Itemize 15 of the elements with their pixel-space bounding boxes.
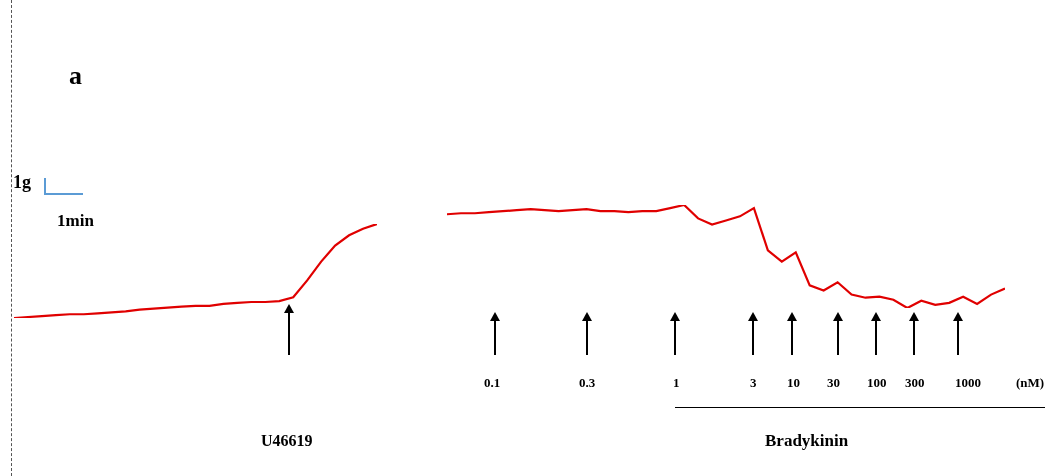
text: 0.3 xyxy=(579,375,596,390)
text: 100 xyxy=(867,375,887,390)
text: Bradykinin xyxy=(765,431,849,450)
text: 0.1 xyxy=(484,375,501,390)
text: 1g xyxy=(13,172,31,192)
text: 10 xyxy=(787,375,800,390)
text: (nM) xyxy=(1016,375,1045,390)
text: a xyxy=(69,61,82,90)
text: 3 xyxy=(750,375,757,390)
text: 30 xyxy=(827,375,840,390)
text: 300 xyxy=(905,375,925,390)
annotation: 1min xyxy=(57,211,95,230)
text: 1 xyxy=(673,375,680,390)
text: U46619 xyxy=(261,432,313,449)
text: 1000 xyxy=(955,375,981,390)
